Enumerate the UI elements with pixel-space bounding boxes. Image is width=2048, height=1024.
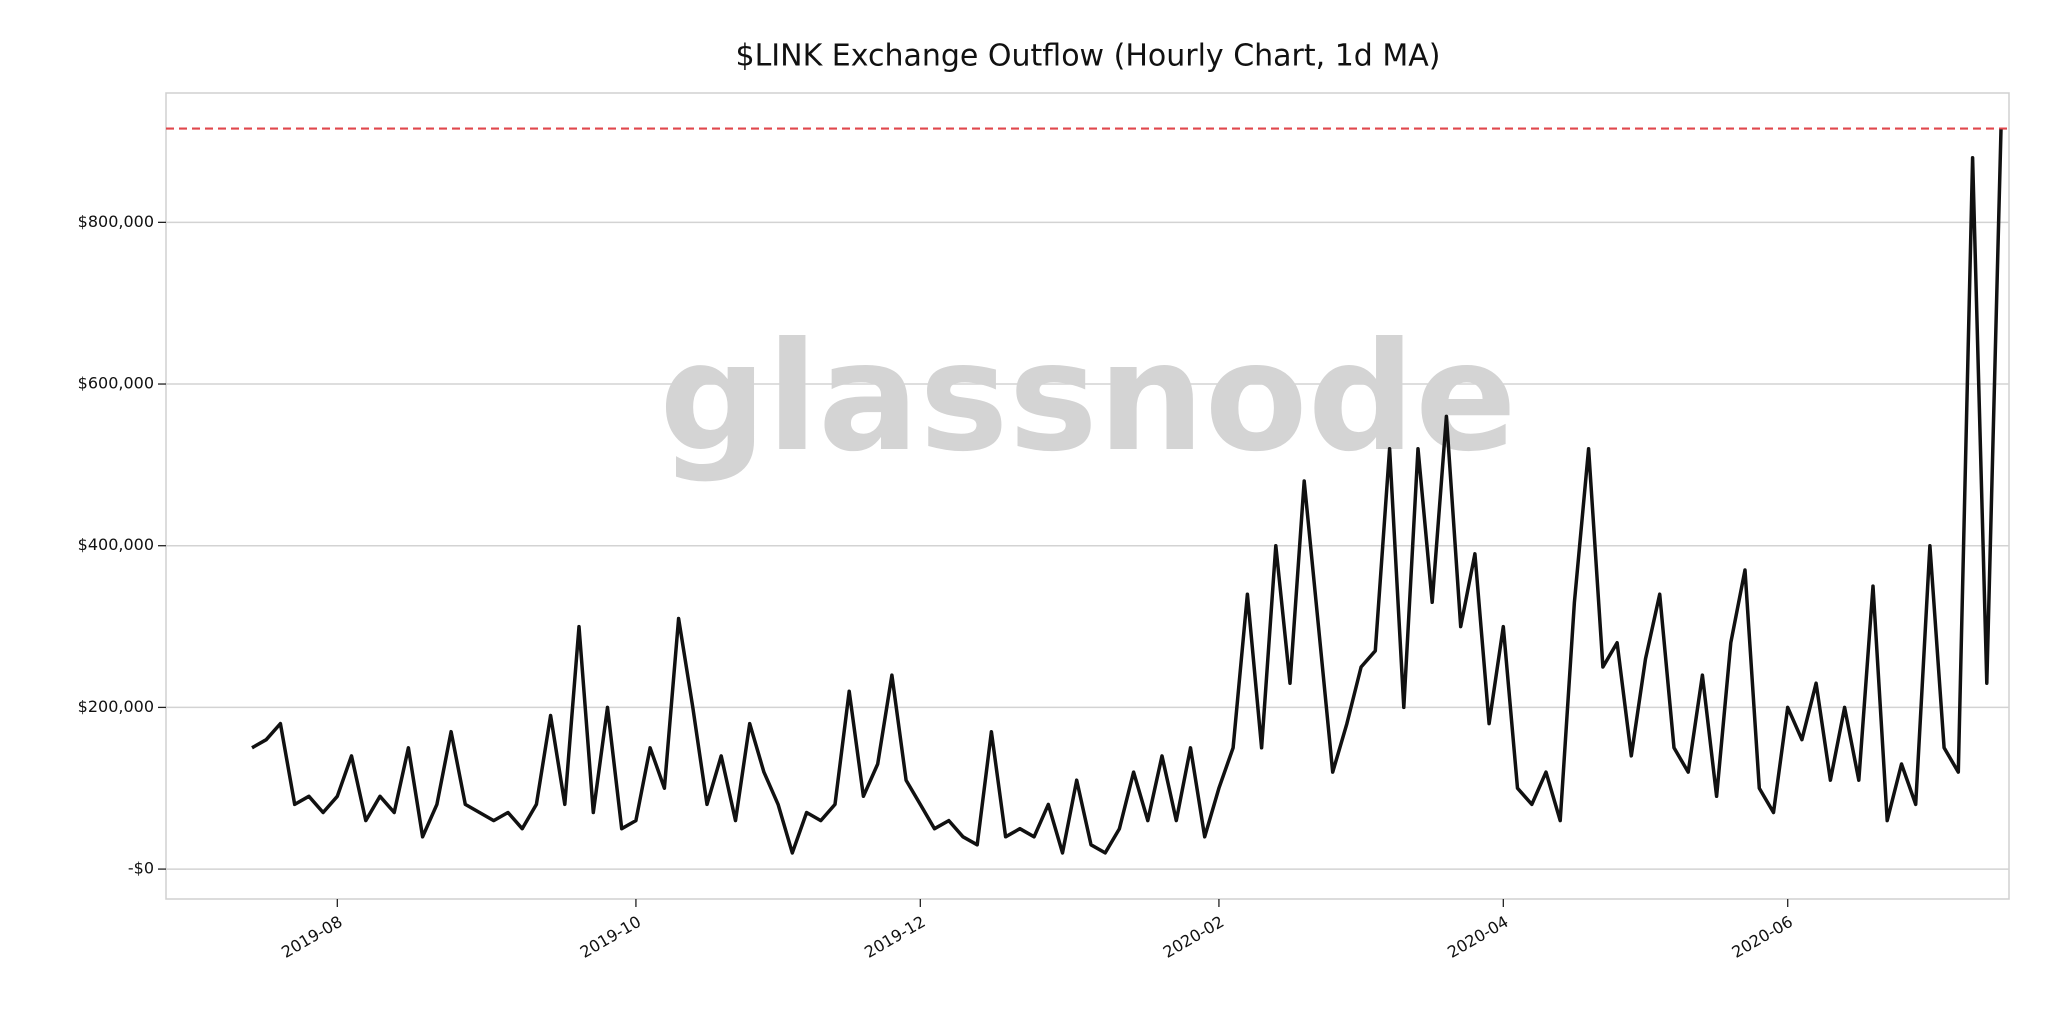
y-tick-label: $800,000 [78,212,154,231]
chart-title: $LINK Exchange Outflow (Hourly Chart, 1d… [735,39,1440,74]
y-tick-label: $200,000 [78,697,154,716]
y-tick-label: $400,000 [78,535,154,554]
watermark: glassnode [659,311,1517,485]
y-tick-label: -$0 [128,859,154,878]
line-series [251,129,2003,855]
y-tick-label: $600,000 [78,374,154,393]
plot-frame [165,92,2010,900]
